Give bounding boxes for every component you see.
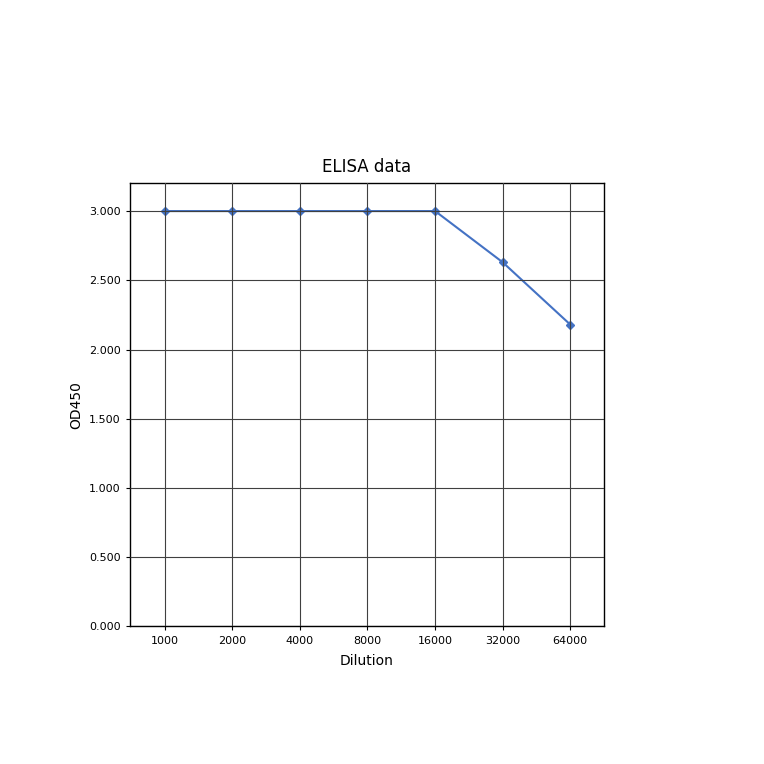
- X-axis label: Dilution: Dilution: [340, 654, 393, 668]
- Title: ELISA data: ELISA data: [322, 158, 411, 176]
- Y-axis label: OD450: OD450: [70, 381, 83, 429]
